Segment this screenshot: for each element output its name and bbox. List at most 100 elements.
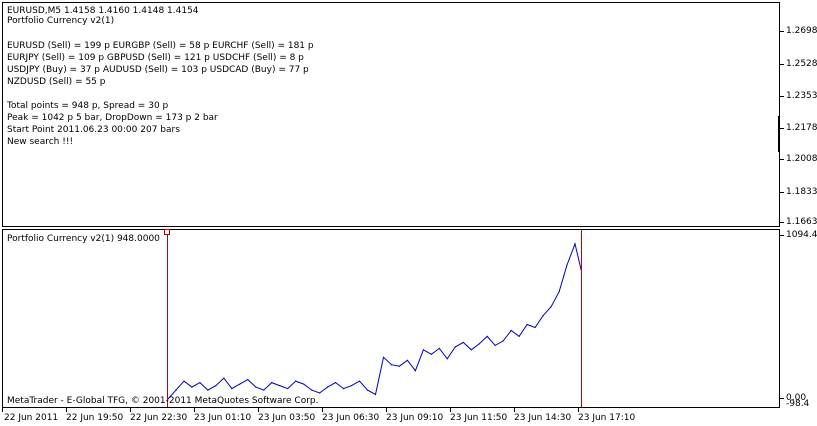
price-label: 1.2698 bbox=[786, 26, 817, 36]
indicator-point bbox=[239, 383, 241, 385]
indicator-point bbox=[478, 343, 480, 345]
indicator-tick bbox=[780, 235, 784, 236]
price-cursor bbox=[778, 116, 781, 152]
indicator-point bbox=[271, 382, 273, 384]
indicator-point bbox=[390, 364, 393, 366]
copyright-footer: MetaTrader - E-Global TFG, © 2001-2011 M… bbox=[7, 396, 319, 406]
indicator-point bbox=[406, 359, 408, 361]
time-tick bbox=[450, 408, 451, 412]
indicator-tick bbox=[780, 398, 784, 399]
price-axis[interactable]: 1.2698 1.2528 1.2353 1.2178 1.2008 1.183… bbox=[780, 2, 817, 227]
indicator-point bbox=[422, 349, 424, 351]
indicator-point bbox=[343, 388, 345, 390]
price-label: 1.1833 bbox=[786, 187, 817, 197]
time-label: 23 Jun 03:50 bbox=[258, 413, 316, 423]
info-line: Start Point 2011.06.23 00:00 207 bars bbox=[7, 125, 180, 135]
price-label: 1.2178 bbox=[786, 123, 817, 133]
indicator-point bbox=[398, 365, 400, 367]
time-label: 22 Jun 19:50 bbox=[66, 413, 124, 423]
price-tick bbox=[780, 159, 784, 160]
time-label: 23 Jun 01:10 bbox=[194, 413, 252, 423]
price-label: 1.1663 bbox=[786, 217, 817, 227]
time-tick bbox=[578, 408, 579, 412]
indicator-point bbox=[231, 388, 233, 390]
indicator-series-line bbox=[167, 242, 582, 400]
time-tick bbox=[514, 408, 515, 412]
indicator-point bbox=[319, 392, 321, 394]
info-line: EURUSD (Sell) = 199 p EURGBP (Sell) = 58… bbox=[7, 41, 314, 51]
price-tick bbox=[780, 128, 784, 129]
indicator-point bbox=[526, 323, 528, 326]
info-line: Peak = 1042 p 5 bar, DropDown = 173 p 2 … bbox=[7, 113, 218, 123]
indicator-point bbox=[303, 383, 305, 385]
time-label: 22 Jun 22:30 bbox=[130, 413, 188, 423]
indicator-point bbox=[382, 356, 385, 358]
indicator-point bbox=[358, 380, 361, 382]
time-tick bbox=[66, 408, 67, 412]
time-label: 23 Jun 11:50 bbox=[450, 413, 508, 423]
indicator-point bbox=[215, 385, 217, 387]
price-tick bbox=[780, 96, 784, 97]
indicator-point bbox=[207, 389, 209, 391]
indicator-point bbox=[175, 389, 177, 391]
indicator-point bbox=[279, 385, 281, 387]
indicator-point bbox=[295, 380, 297, 382]
indicator-point bbox=[191, 386, 193, 388]
indicator-point bbox=[414, 370, 416, 372]
info-line: Total points = 948 p, Spread = 30 p bbox=[7, 101, 169, 111]
time-label: 23 Jun 06:30 bbox=[322, 413, 380, 423]
indicator-point bbox=[335, 382, 337, 384]
indicator-point bbox=[518, 335, 520, 337]
time-label: 23 Jun 09:10 bbox=[386, 413, 444, 423]
indicator-point bbox=[446, 358, 448, 360]
indicator-point bbox=[430, 353, 432, 355]
main-chart-pane[interactable]: EURUSD,M5 1.4158 1.4160 1.4148 1.4154 Po… bbox=[2, 2, 780, 227]
start-point-line[interactable] bbox=[167, 230, 168, 407]
indicator-axis-min: -98.4 bbox=[786, 399, 810, 409]
indicator-point bbox=[502, 340, 504, 342]
time-axis[interactable]: 22 Jun 2011 22 Jun 19:50 22 Jun 22:30 23… bbox=[2, 408, 780, 426]
time-label: 22 Jun 2011 bbox=[4, 413, 59, 423]
indicator-point bbox=[183, 380, 185, 382]
price-tick bbox=[780, 192, 784, 193]
start-point-marker[interactable] bbox=[164, 229, 170, 235]
indicator-point bbox=[311, 389, 313, 391]
indicator-point bbox=[223, 377, 225, 379]
indicator-point bbox=[470, 349, 472, 351]
info-line: New search !!! bbox=[7, 137, 74, 147]
indicator-chart bbox=[167, 242, 582, 400]
time-label: 23 Jun 17:10 bbox=[578, 413, 636, 423]
indicator-point bbox=[438, 347, 440, 349]
indicator-point bbox=[287, 388, 289, 390]
time-tick bbox=[386, 408, 387, 412]
indicator-point bbox=[486, 335, 488, 337]
indicator-point bbox=[199, 382, 201, 384]
info-line: NZDUSD (Sell) = 55 p bbox=[7, 77, 106, 87]
indicator-point bbox=[550, 306, 552, 308]
time-label: 23 Jun 14:30 bbox=[514, 413, 572, 423]
indicator-pane[interactable]: Portfolio Currency v2(1) 948.0000 MetaTr… bbox=[2, 229, 780, 408]
price-label: 1.2528 bbox=[786, 59, 817, 69]
indicator-point bbox=[534, 326, 536, 329]
indicator-axis-zero: 0.00 bbox=[786, 393, 807, 403]
end-point-line[interactable] bbox=[581, 230, 582, 407]
indicator-point bbox=[494, 344, 496, 346]
time-tick bbox=[258, 408, 259, 412]
time-tick bbox=[322, 408, 323, 412]
indicator-point bbox=[327, 386, 329, 388]
price-tick bbox=[780, 222, 784, 223]
indicator-pane-title: Portfolio Currency v2(1) 948.0000 bbox=[7, 234, 160, 244]
indicator-point bbox=[542, 315, 544, 317]
indicator-name: Portfolio Currency v2(1) bbox=[7, 16, 115, 26]
indicator-axis[interactable]: 1094.4 0.00 -98.4 bbox=[780, 229, 817, 409]
indicator-point bbox=[374, 393, 377, 396]
indicator-point bbox=[351, 385, 353, 387]
info-line: EURJPY (Sell) = 109 p GBPUSD (Sell) = 12… bbox=[7, 53, 304, 63]
indicator-point bbox=[574, 243, 576, 245]
price-label: 1.2353 bbox=[786, 91, 817, 101]
indicator-point bbox=[510, 329, 512, 332]
info-line: USDJPY (Buy) = 37 p AUDUSD (Sell) = 103 … bbox=[7, 65, 309, 75]
indicator-point bbox=[558, 291, 560, 293]
indicator-point bbox=[454, 346, 456, 348]
indicator-point bbox=[263, 389, 265, 391]
